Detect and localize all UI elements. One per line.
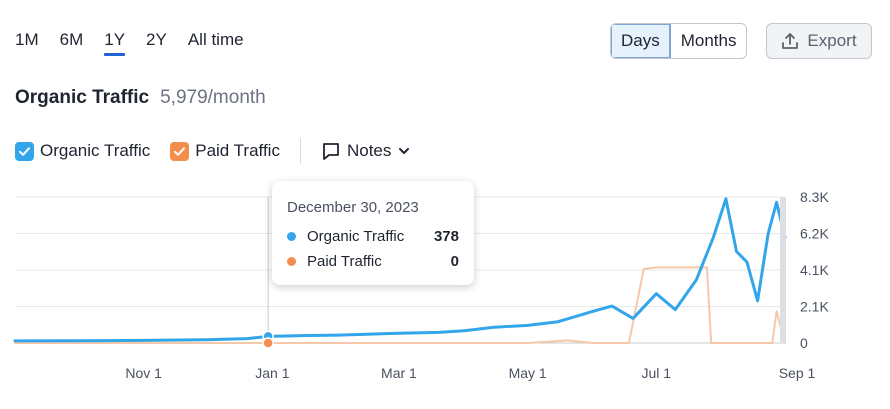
traffic-chart[interactable]: 0 2.1K 4.1K 6.2K 8.3K Nov 1 Jan 1 Mar 1 May 1 Jul… (0, 180, 890, 409)
export-button[interactable]: Export (766, 23, 872, 59)
tooltip-organic-label: Organic Traffic (307, 228, 405, 245)
page-title: Organic Traffic (15, 87, 150, 108)
chart-tooltip: December 30, 2023 Organic Traffic 378 Pa… (272, 181, 474, 285)
comment-icon (323, 143, 339, 160)
export-label: Export (807, 31, 857, 50)
x-tick-label: May 1 (509, 365, 547, 381)
months-button[interactable]: Months (680, 31, 737, 50)
notes-label: Notes (346, 141, 392, 160)
checkbox-checked-icon[interactable] (170, 141, 190, 161)
range-2y[interactable]: 2Y (146, 30, 167, 49)
range-1m[interactable]: 1M (15, 30, 39, 49)
organic-traffic-line (13, 197, 787, 343)
paid-traffic-line (14, 266, 786, 344)
y-tick-label: 0 (800, 335, 808, 351)
tooltip-paid-row: Paid Traffic 0 (287, 253, 459, 270)
tooltip-organic-value: 378 (433, 228, 459, 245)
granularity-toggle: Days Months (610, 23, 748, 59)
x-tick-label: Mar 1 (381, 365, 417, 381)
organic-traffic-label: Organic Traffic (40, 141, 151, 160)
paid-traffic-toggle[interactable]: Paid Traffic (170, 141, 280, 161)
tooltip-organic-row: Organic Traffic 378 (287, 228, 459, 245)
paid-dot-icon (287, 257, 296, 266)
days-button[interactable]: Days (611, 24, 671, 58)
scrollbar (780, 197, 786, 343)
checkbox-checked-icon[interactable] (15, 141, 34, 161)
tooltip-date: December 30, 2023 (287, 199, 419, 216)
date-range-selector: 1M 6M 1Y 2Y All time (15, 30, 265, 56)
traffic-per-month: 5,979/month (160, 87, 266, 108)
tooltip-paid-value: 0 (450, 253, 459, 270)
y-tick-label: 6.2K (800, 226, 829, 242)
y-tick-label: 4.1K (800, 262, 829, 278)
x-tick-label: Jul 1 (642, 365, 672, 381)
x-tick-label: Jan 1 (255, 365, 289, 381)
y-tick-label: 2.1K (800, 299, 829, 315)
paid-traffic-label: Paid Traffic (195, 141, 280, 160)
range-6m[interactable]: 6M (59, 30, 84, 49)
tooltip-paid-label: Paid Traffic (307, 253, 382, 270)
x-tick-label: Sep 1 (779, 365, 816, 381)
y-tick-label: 8.3K (800, 189, 829, 205)
range-1y[interactable]: 1Y (104, 30, 125, 56)
chart-legend: Organic Traffic Paid Traffic Notes (15, 138, 411, 164)
organic-dot-icon (287, 232, 296, 241)
organic-traffic-toggle[interactable]: Organic Traffic (15, 141, 150, 161)
chevron-down-icon (399, 148, 410, 154)
notes-dropdown[interactable]: Notes (321, 141, 411, 161)
chart-header: Organic Traffic 5,979/month (15, 87, 266, 109)
upload-icon (782, 33, 799, 49)
legend-divider (299, 138, 301, 164)
x-tick-label: Nov 1 (125, 365, 162, 381)
paid-hover-point (262, 337, 274, 349)
range-all-time[interactable]: All time (187, 30, 244, 49)
